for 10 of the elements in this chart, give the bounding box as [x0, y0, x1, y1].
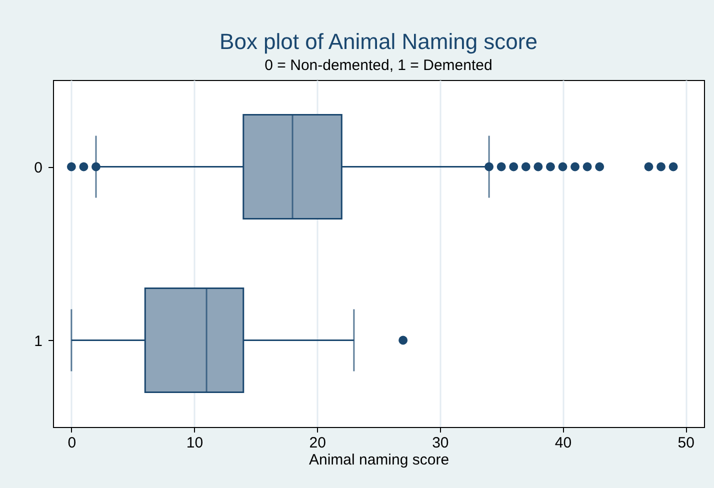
chart-subtitle: 0 = Non-demented, 1 = Demented — [264, 57, 492, 74]
chart-title: Box plot of Animal Naming score — [220, 29, 538, 54]
x-tick-label: 50 — [678, 434, 694, 452]
x-tick-label: 0 — [68, 434, 76, 452]
x-tick-label: 40 — [554, 434, 572, 452]
x-axis-title: Animal naming score — [308, 452, 450, 468]
x-tick-label: 30 — [432, 434, 449, 452]
x-tick-label: 20 — [309, 434, 326, 452]
x-tick-label: 10 — [186, 434, 204, 452]
y-tick-label: 1 — [34, 332, 42, 350]
